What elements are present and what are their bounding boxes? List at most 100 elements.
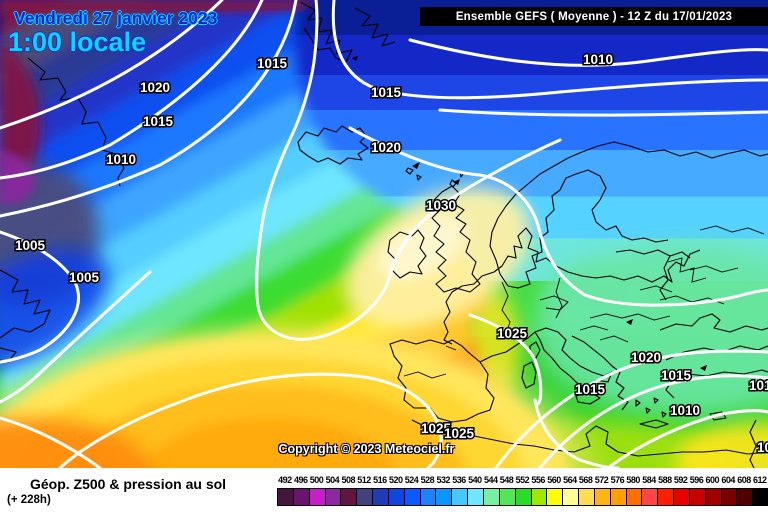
colorbar-swatch (514, 488, 531, 506)
colorbar-tick: 612 (753, 475, 767, 485)
pressure-label: 1030 (426, 198, 456, 213)
isobar-1020-se (494, 349, 768, 468)
colorbar-swatch (688, 488, 705, 506)
colorbar-swatch (372, 488, 388, 506)
map-canvas: 1015 1020 1015 1015 1020 1010 1010 1030 1005 1005… (0, 0, 768, 468)
colorbar-tick: 596 (689, 475, 704, 485)
pressure-label: 1015 (749, 378, 768, 393)
coast-finland-south (615, 249, 691, 301)
pressure-label: 1010 (106, 152, 136, 167)
model-info-text: Ensemble GEFS ( Moyenne ) - 12 Z du 17/0… (455, 10, 733, 23)
isobar-1005 (0, 230, 80, 364)
colorbar-swatch (451, 488, 468, 506)
coast-newfoundland (0, 269, 51, 339)
colorbar (277, 488, 768, 506)
colorbar-tick: 584 (642, 475, 656, 485)
pressure-label: 1010 (757, 440, 768, 455)
coast-france-west (443, 291, 453, 345)
colorbar-swatch (752, 488, 768, 506)
coast-greenland-se (27, 57, 125, 187)
country-borders (403, 225, 765, 379)
colorbar-swatch (546, 488, 563, 506)
colorbar-tick: 556 (531, 475, 545, 485)
colorbar-tick: 496 (293, 475, 308, 485)
pressure-label: 1015 (257, 56, 288, 71)
colorbar-labels: 492 496 500 504 508 512 516 520 524 528 532 536 540 5… (0, 475, 768, 486)
coast-france-south (479, 331, 536, 363)
coast-sweden-baltic (507, 169, 669, 289)
isobar-labels: 1015 1020 1015 1015 1020 1010 1010 1030 1005 1005… (13, 51, 768, 457)
coastlines (0, 1, 768, 468)
colorbar-swatch (387, 488, 404, 506)
colorbar-tick: 548 (499, 475, 514, 485)
colorbar-tick: 568 (578, 475, 593, 485)
colorbar-swatch (657, 488, 674, 506)
coast-faroe (405, 167, 422, 181)
coast-iceland (297, 125, 369, 165)
colorbar-swatch (340, 488, 357, 506)
pressure-label: 1020 (371, 140, 401, 155)
isobar-1015-sw (0, 270, 152, 404)
colorbar-swatch (673, 488, 689, 506)
pressure-label: 1010 (670, 403, 700, 418)
colorbar-tick: 500 (309, 475, 324, 485)
colorbar-swatch (324, 488, 341, 506)
isobar-1020-sw (0, 416, 102, 468)
colorbar-swatch (308, 488, 325, 506)
forecast-hour: (+ 228h) (7, 494, 51, 506)
colorbar-swatch (419, 488, 436, 506)
colorbar-swatch (641, 488, 658, 506)
colorbar-tick: 540 (468, 475, 482, 485)
colorbar-tick: 572 (594, 475, 609, 485)
colorbar-tick: 552 (515, 475, 530, 485)
pressure-label: 1025 (497, 326, 528, 341)
copyright-watermark: Copyright © 2023 Meteociel.fr (278, 442, 455, 456)
colorbar-tick: 512 (357, 475, 371, 485)
coast-blacksea-north (659, 313, 768, 333)
colorbar-tick: 536 (452, 475, 466, 485)
colorbar-tick: 532 (436, 475, 450, 485)
coast-sardinia (521, 361, 537, 389)
colorbar-swatch (498, 488, 515, 506)
model-info-banner: Ensemble GEFS ( Moyenne ) - 12 Z du 17/0… (420, 7, 768, 26)
colorbar-swatch (704, 488, 721, 506)
isobar-1015-se (538, 374, 768, 468)
isobar-1020-mid (348, 126, 768, 307)
isobar-1025-se (468, 313, 620, 468)
colorbar-swatch (356, 488, 373, 506)
pressure-label: 1020 (631, 350, 661, 365)
colorbar-tick: 564 (563, 475, 577, 485)
colorbar-swatch (277, 488, 293, 506)
colorbar-tick: 544 (483, 475, 498, 485)
colorbar-swatch (625, 488, 642, 506)
pressure-label: 1005 (69, 270, 100, 285)
weather-map: 1015 1020 1015 1015 1020 1010 1010 1030 1005 1005… (0, 0, 768, 468)
colorbar-tick: 580 (626, 475, 640, 485)
coast-great-britain (431, 185, 481, 293)
coast-crete (639, 419, 669, 429)
colorbar-swatch (578, 488, 594, 506)
coast-greenland-ne2 (354, 7, 396, 47)
colorbar-tick: 576 (610, 475, 625, 485)
colorbar-swatch (482, 488, 499, 506)
chart-title: Géop. Z500 & pression au sol (30, 476, 227, 492)
colorbar-tick: 592 (673, 475, 688, 485)
colorbar-tick: 524 (404, 475, 419, 485)
pressure-label: 1015 (371, 85, 402, 100)
colorbar-tick: 604 (721, 475, 735, 485)
isobar-1010-top (408, 38, 768, 67)
colorbar-tick: 588 (658, 475, 672, 485)
colorbar-tick: 504 (325, 475, 340, 485)
colorbar-swatch (593, 488, 610, 506)
colorbar-tick: 508 (341, 475, 355, 485)
pressure-label: 1005 (15, 238, 46, 253)
isobar-1010-se (606, 409, 768, 468)
coast-iberia (389, 339, 495, 423)
colorbar-tick: 516 (373, 475, 387, 485)
coast-europe-north (451, 227, 701, 293)
colorbar-swatch (736, 488, 753, 506)
colorbar-tick: 560 (547, 475, 561, 485)
pressure-label: 1025 (421, 421, 452, 436)
pressure-label: 1015 (575, 382, 606, 397)
